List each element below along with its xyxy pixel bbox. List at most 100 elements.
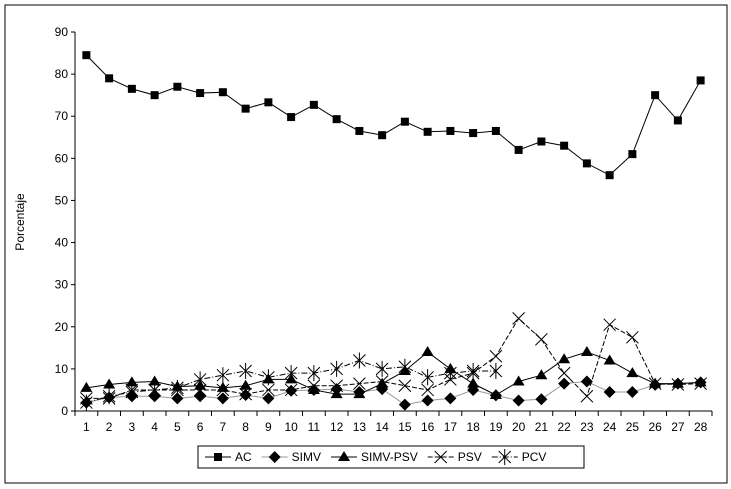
data-point — [535, 393, 548, 406]
x-tick-label: 25 — [626, 420, 640, 434]
legend-item: SIMV — [261, 450, 321, 464]
y-tick-label: 30 — [55, 278, 69, 292]
data-point — [582, 159, 591, 168]
legend-label: AC — [235, 450, 252, 464]
legend-marker — [434, 450, 448, 464]
data-point — [444, 365, 457, 382]
x-tick-label: 10 — [284, 420, 298, 434]
data-point — [512, 312, 525, 325]
y-tick-label: 60 — [55, 151, 69, 165]
y-tick-label: 50 — [55, 193, 69, 207]
y-tick-label: 80 — [55, 67, 69, 81]
legend-label: PCV — [522, 450, 547, 464]
data-point — [330, 388, 343, 399]
data-point — [284, 365, 298, 382]
series-line — [86, 351, 701, 396]
data-point — [626, 330, 639, 344]
y-tick-label: 90 — [55, 25, 69, 39]
data-point — [353, 352, 366, 369]
data-point — [216, 383, 230, 397]
x-tick-label: 2 — [106, 420, 113, 434]
data-point — [696, 76, 705, 85]
x-tick-label: 13 — [353, 420, 367, 434]
data-point — [80, 381, 93, 392]
y-tick-label: 0 — [61, 404, 68, 418]
data-point — [171, 392, 184, 405]
data-point — [467, 377, 480, 388]
data-point — [557, 366, 571, 380]
data-point — [262, 383, 275, 397]
data-point — [171, 379, 184, 396]
data-point — [560, 141, 569, 150]
x-tick-label: 26 — [648, 420, 662, 434]
data-point — [421, 346, 434, 357]
data-point — [330, 360, 343, 377]
data-point — [193, 371, 207, 388]
series-group — [80, 51, 707, 411]
data-point — [264, 98, 273, 107]
data-point — [512, 394, 525, 407]
data-point — [105, 74, 114, 83]
data-point — [651, 91, 660, 100]
x-tick-label: 14 — [375, 420, 389, 434]
data-point — [307, 365, 321, 382]
data-point — [332, 115, 341, 124]
data-point — [648, 377, 662, 390]
data-point — [466, 362, 480, 379]
data-point — [558, 353, 571, 364]
data-point — [307, 379, 321, 393]
data-point — [148, 381, 161, 398]
x-tick-label: 11 — [308, 420, 321, 434]
data-point — [216, 392, 229, 405]
series-pcv — [80, 352, 503, 411]
data-point — [489, 362, 503, 379]
data-point — [125, 376, 138, 387]
data-point — [375, 360, 389, 377]
legend-item: AC — [205, 450, 252, 464]
x-tick-label: 19 — [489, 420, 503, 434]
series-ac — [82, 51, 705, 180]
data-point — [398, 358, 412, 375]
y-axis-label: Porcentaje — [13, 193, 27, 251]
data-point — [80, 394, 93, 411]
data-point — [193, 383, 207, 397]
data-point — [580, 389, 594, 403]
data-point — [512, 375, 525, 386]
data-point — [216, 381, 229, 392]
data-point — [218, 88, 227, 97]
x-tick-label: 24 — [603, 420, 617, 434]
data-point — [103, 378, 116, 389]
data-point — [537, 137, 546, 146]
data-point — [239, 387, 252, 401]
y-tick-label: 70 — [55, 109, 69, 123]
x-tick-label: 1 — [83, 420, 90, 434]
legend: AC SIMV SIMV-PSV PSV PCV — [197, 445, 585, 469]
data-point — [444, 392, 457, 405]
data-point — [330, 379, 343, 393]
data-point — [241, 104, 250, 113]
data-point — [626, 367, 639, 378]
data-point — [216, 367, 230, 384]
legend-box — [197, 445, 585, 469]
data-point — [239, 388, 252, 401]
legend-item: PSV — [427, 450, 482, 464]
data-point — [580, 375, 593, 388]
data-point — [400, 117, 409, 126]
x-tick-label: 12 — [330, 420, 344, 434]
data-point — [125, 384, 139, 401]
x-tick-label: 15 — [398, 420, 412, 434]
legend-marker — [338, 451, 351, 461]
data-point — [127, 84, 136, 93]
x-tick-label: 20 — [512, 420, 526, 434]
data-point — [287, 113, 296, 122]
data-point — [605, 171, 614, 180]
legend-label: SIMV-PSV — [361, 450, 418, 464]
x-tick-label: 18 — [466, 420, 480, 434]
legend-marker — [214, 453, 222, 461]
data-point — [378, 131, 387, 140]
data-point — [398, 379, 412, 393]
data-point — [423, 127, 432, 136]
